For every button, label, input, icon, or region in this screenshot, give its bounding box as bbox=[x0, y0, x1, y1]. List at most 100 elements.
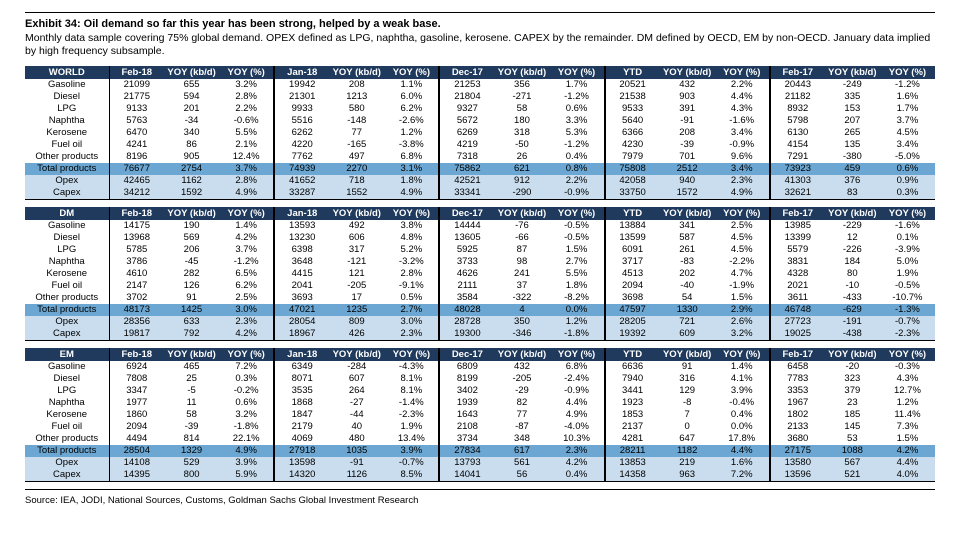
data-cell: 3.7% bbox=[896, 115, 919, 126]
data-cell: -8.2% bbox=[549, 292, 606, 304]
data-cell: 1.5% bbox=[714, 292, 771, 304]
data-cell: 8932 bbox=[787, 103, 809, 114]
data-cell: 1977 bbox=[126, 397, 148, 408]
data-cell: 3584 bbox=[456, 292, 478, 303]
table-row: Other products 3702 91 2.5% 3693 17 0.5% 3584 -3… bbox=[25, 292, 935, 304]
data-cell: -4.0% bbox=[549, 421, 606, 433]
data-cell: -148 bbox=[347, 115, 367, 126]
data-cell: 1847 bbox=[291, 409, 313, 420]
data-cell: 21301 bbox=[289, 91, 316, 102]
data-cell: 6269 bbox=[456, 127, 478, 138]
data-cell: 317 bbox=[348, 244, 365, 255]
data-cell: 265 bbox=[844, 127, 861, 138]
data-cell: 800 bbox=[164, 469, 220, 482]
data-cell: -5.0% bbox=[895, 151, 920, 162]
data-cell: 426 bbox=[329, 328, 385, 341]
data-cell: -4.3% bbox=[384, 361, 441, 373]
data-cell: 1.8% bbox=[384, 175, 441, 187]
data-cell: 208 bbox=[348, 79, 365, 90]
data-cell: 91 bbox=[186, 292, 197, 303]
table-header-cell: Dec-17 bbox=[439, 207, 495, 220]
data-cell: 8199 bbox=[456, 373, 478, 384]
data-cell: 1.8% bbox=[549, 280, 606, 292]
data-cell: 2094 bbox=[622, 280, 644, 291]
data-cell: 1.1% bbox=[384, 79, 441, 91]
data-cell: 261 bbox=[679, 244, 696, 255]
data-cell: 126 bbox=[183, 280, 200, 291]
data-cell: 3441 bbox=[622, 385, 644, 396]
table-header-cell: Feb-18 bbox=[109, 207, 165, 220]
data-cell: 1035 bbox=[329, 445, 385, 457]
data-cell: 13884 bbox=[619, 220, 646, 231]
table-header-cell: YOY (kb/d) bbox=[164, 207, 220, 220]
data-cell: 3786 bbox=[126, 256, 148, 267]
data-cell: 42465 bbox=[109, 175, 165, 187]
row-label: LPG bbox=[25, 244, 110, 256]
data-cell: 701 bbox=[679, 151, 696, 162]
data-cell: 73923 bbox=[769, 163, 825, 175]
data-cell: 11 bbox=[186, 397, 197, 408]
row-label: LPG bbox=[25, 103, 110, 115]
table-header-cell: YOY (kb/d) bbox=[164, 66, 220, 79]
data-cell: 9133 bbox=[126, 103, 148, 114]
data-cell: 2.7% bbox=[549, 256, 606, 268]
data-cell: 83 bbox=[824, 187, 880, 200]
data-cell: 5579 bbox=[787, 244, 809, 255]
data-cell: 1868 bbox=[291, 397, 313, 408]
data-cell: 0.1% bbox=[896, 232, 919, 243]
data-cell: 0.4% bbox=[549, 469, 606, 482]
table-header-cell: YOY (kb/d) bbox=[659, 348, 715, 361]
region-header-cell: DM bbox=[25, 207, 110, 220]
data-cell: 42058 bbox=[604, 175, 660, 187]
data-cell: 2754 bbox=[164, 163, 220, 175]
data-cell: 4.5% bbox=[714, 232, 771, 244]
data-cell: 4513 bbox=[622, 268, 644, 279]
data-cell: 2.3% bbox=[714, 175, 771, 187]
data-cell: -2.3% bbox=[879, 328, 935, 341]
data-cell: 5763 bbox=[126, 115, 148, 126]
data-cell: 17.8% bbox=[714, 433, 771, 445]
data-cell: 5785 bbox=[126, 244, 148, 255]
table-header-cell: YOY (kb/d) bbox=[659, 207, 715, 220]
data-cell: 647 bbox=[679, 433, 696, 444]
data-cell: 465 bbox=[183, 361, 200, 372]
data-cell: 21253 bbox=[454, 79, 481, 90]
data-cell: 3693 bbox=[291, 292, 313, 303]
data-cell: 58 bbox=[516, 103, 528, 114]
data-cell: 14108 bbox=[109, 457, 165, 469]
table-row: Opex 28356 633 2.3% 28054 809 3.0% 28728 350 1.2%… bbox=[25, 316, 935, 328]
data-cell: 7 bbox=[684, 409, 690, 420]
table-header-cell: YOY (kb/d) bbox=[329, 207, 385, 220]
data-cell: 4230 bbox=[622, 139, 644, 150]
data-cell: 655 bbox=[183, 79, 200, 90]
data-cell: 4494 bbox=[126, 433, 148, 444]
data-cell: 0.6% bbox=[219, 397, 276, 409]
data-cell: 8.5% bbox=[384, 469, 441, 482]
table-row: LPG 3347 -5 -0.2% 3535 264 8.1% 3402 -29 -0.9% 344… bbox=[25, 385, 935, 397]
data-cell: -629 bbox=[824, 304, 880, 316]
data-cell: 6091 bbox=[622, 244, 644, 255]
data-cell: 33750 bbox=[604, 187, 660, 200]
data-cell: 1126 bbox=[329, 469, 385, 482]
data-cell: 323 bbox=[844, 373, 861, 384]
data-cell: 6458 bbox=[787, 361, 809, 372]
data-cell: 7.3% bbox=[896, 421, 919, 432]
row-label: Kerosene bbox=[25, 409, 110, 421]
data-cell: 4.9% bbox=[219, 445, 276, 457]
data-cell: 6.8% bbox=[549, 361, 606, 373]
table-row: Naphtha 3786 -45 -1.2% 3648 -121 -3.2% 3733 98 2.… bbox=[25, 256, 935, 268]
data-cell: 19025 bbox=[769, 328, 825, 341]
data-cell: 12.4% bbox=[219, 151, 276, 163]
data-cell: 3.2% bbox=[714, 328, 771, 341]
data-cell: 4.2% bbox=[219, 328, 276, 341]
data-cell: 21775 bbox=[123, 91, 150, 102]
data-cell: 4610 bbox=[126, 268, 148, 279]
table-header-cell: YOY (%) bbox=[714, 348, 771, 361]
data-cell: -249 bbox=[842, 79, 862, 90]
data-cell: 7.2% bbox=[714, 469, 771, 482]
data-cell: 135 bbox=[844, 139, 861, 150]
data-cell: 5925 bbox=[456, 244, 478, 255]
data-cell: -66 bbox=[515, 232, 529, 243]
data-cell: 20521 bbox=[619, 79, 646, 90]
data-cell: 2.9% bbox=[714, 304, 771, 316]
